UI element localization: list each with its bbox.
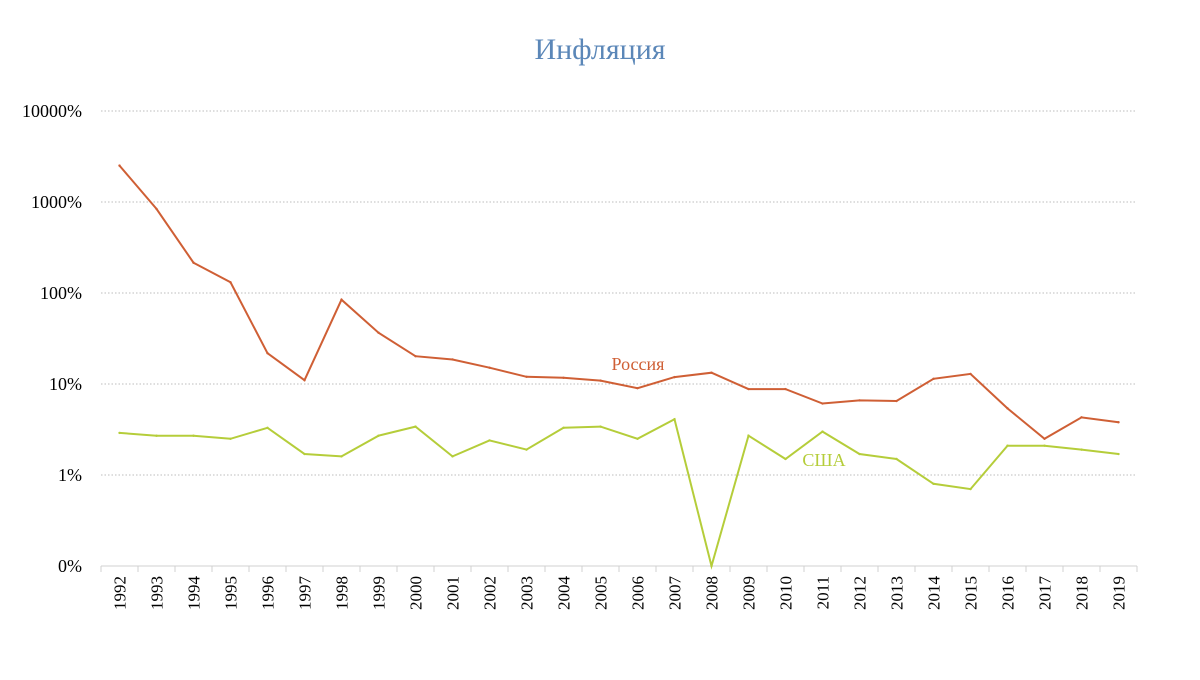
data-point (155, 434, 158, 437)
data-point (1043, 437, 1046, 440)
x-tick-label: 2011 (814, 576, 833, 609)
data-point (895, 457, 898, 461)
series-line-usa (119, 417, 1119, 570)
series-label-usa: США (802, 450, 845, 470)
x-tick-label: 2008 (703, 576, 722, 610)
data-point (969, 372, 972, 376)
data-point (1006, 444, 1009, 447)
y-tick-label: 10000% (22, 101, 82, 121)
data-point (1080, 448, 1083, 451)
data-point (858, 452, 861, 456)
data-point (710, 564, 713, 568)
data-point (192, 434, 195, 437)
data-point (1043, 444, 1046, 447)
data-point (747, 434, 750, 437)
x-tick-label: 1992 (111, 576, 130, 610)
data-point (821, 402, 824, 405)
data-point (1117, 421, 1120, 424)
data-point (118, 164, 121, 167)
x-tick-label: 2009 (740, 576, 759, 610)
y-tick-label: 0% (58, 556, 82, 576)
data-point (155, 207, 158, 211)
data-point (1117, 452, 1120, 456)
data-point (414, 355, 417, 358)
data-point (784, 457, 787, 461)
y-tick-label: 1000% (31, 192, 82, 212)
x-tick-label: 2012 (851, 576, 870, 610)
x-tick-label: 2016 (999, 576, 1018, 610)
x-tick-label: 2006 (629, 576, 648, 610)
y-tick-label: 10% (49, 374, 82, 394)
y-tick-label: 100% (40, 283, 82, 303)
x-tick-label: 1995 (222, 576, 241, 610)
data-point (636, 437, 639, 440)
data-point (192, 261, 195, 264)
data-point (377, 434, 380, 437)
data-point (118, 431, 121, 435)
x-tick-label: 1999 (370, 576, 389, 610)
data-point (340, 298, 343, 301)
x-tick-label: 2001 (444, 576, 463, 610)
data-point (340, 455, 343, 458)
data-point (932, 482, 935, 486)
data-point (969, 487, 972, 491)
x-tick-label: 2010 (777, 576, 796, 610)
data-point (599, 425, 602, 428)
data-point (229, 281, 232, 284)
x-tick-label: 1997 (296, 576, 315, 611)
x-tick-label: 2000 (407, 576, 426, 610)
chart-title: Инфляция (534, 33, 666, 66)
x-tick-label: 1993 (148, 576, 167, 610)
data-point (747, 387, 750, 391)
x-tick-label: 1994 (185, 576, 204, 611)
data-point (821, 430, 824, 433)
data-point (636, 386, 639, 390)
data-point (562, 426, 565, 430)
data-point (414, 425, 417, 428)
x-tick-label: 2002 (481, 576, 500, 610)
x-tick-label: 1998 (333, 576, 352, 610)
y-tick-label: 1% (58, 465, 82, 485)
data-point (858, 399, 861, 402)
data-point (710, 371, 713, 374)
x-tick-label: 2018 (1073, 576, 1092, 610)
data-point (673, 375, 676, 379)
x-tick-label: 2015 (962, 576, 981, 610)
data-point (266, 352, 269, 355)
data-point (303, 452, 306, 456)
data-point (599, 379, 602, 382)
data-point (895, 399, 898, 403)
x-tick-label: 2003 (518, 576, 537, 610)
data-point (377, 331, 380, 334)
data-point (525, 448, 528, 451)
x-tick-label: 2019 (1110, 576, 1129, 610)
data-point (673, 418, 676, 421)
data-point (525, 375, 528, 378)
data-point (1080, 416, 1083, 419)
data-point (451, 455, 454, 458)
data-point (451, 358, 454, 361)
series-line-russia (118, 164, 1119, 441)
data-point (784, 387, 787, 391)
data-point (932, 377, 935, 381)
data-point (562, 376, 565, 379)
data-point (1006, 407, 1009, 410)
x-tick-label: 2013 (888, 576, 907, 610)
data-point (266, 426, 269, 430)
x-tick-label: 1996 (259, 576, 278, 610)
x-tick-label: 2017 (1036, 576, 1055, 611)
data-point (488, 366, 491, 369)
x-tick-label: 2007 (666, 576, 685, 611)
x-tick-label: 2014 (925, 576, 944, 611)
series-label-russia: Россия (612, 354, 665, 374)
data-point (303, 379, 306, 382)
data-point (229, 437, 232, 440)
x-tick-label: 2004 (555, 576, 574, 611)
x-tick-label: 2005 (592, 576, 611, 610)
data-point (488, 439, 491, 442)
